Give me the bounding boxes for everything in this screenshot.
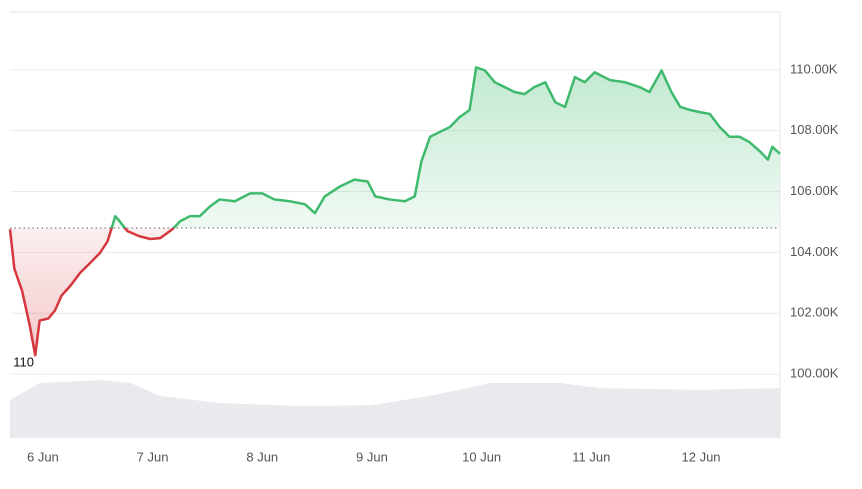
price-area [10,67,780,356]
y-tick-label: 104.00K [790,244,839,259]
x-tick-label: 7 Jun [137,449,169,464]
x-tick-label: 8 Jun [246,449,278,464]
x-tick-label: 11 Jun [572,449,610,464]
volume-area [10,380,780,438]
x-tick-label: 9 Jun [356,449,388,464]
annotation: 110 [13,355,34,370]
x-tick-label: 12 Jun [682,449,721,464]
y-tick-label: 102.00K [790,305,839,320]
y-tick-label: 108.00K [790,122,839,137]
y-tick-label: 110.00K [790,61,838,76]
x-tick-label: 10 Jun [462,449,501,464]
x-tick-label: 6 Jun [27,449,59,464]
price-line [8,66,781,357]
y-tick-label: 106.00K [790,183,839,198]
y-tick-label: 100.00K [790,366,839,381]
